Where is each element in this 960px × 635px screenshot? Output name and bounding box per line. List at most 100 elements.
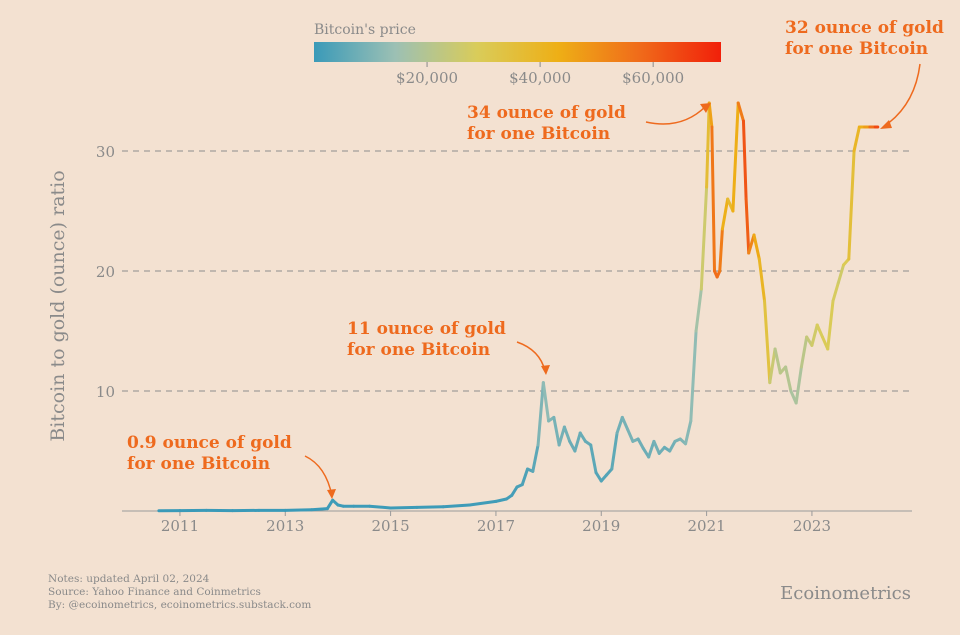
line-segment — [389, 505, 419, 510]
arrow-head-icon — [700, 103, 711, 113]
line-segment — [541, 381, 551, 423]
line-segment — [415, 505, 445, 509]
annotation-arrow — [645, 105, 707, 125]
note-source: Source: Yahoo Finance and Coinmetrics — [48, 586, 261, 598]
line-segment — [368, 504, 393, 510]
line-segment — [752, 233, 761, 261]
x-tick-label: 2013 — [266, 517, 304, 535]
arrow-head-icon — [880, 120, 892, 129]
y-tick-label: 30 — [96, 143, 115, 161]
line-segment — [578, 431, 587, 443]
line-segment — [731, 101, 740, 213]
annotation-text: for one Bitcoin — [127, 454, 270, 474]
note-updated: Notes: updated April 02, 2024 — [48, 573, 210, 585]
y-axis-label: Bitcoin to gold (ounce) ratio — [47, 170, 69, 441]
line-segment — [836, 263, 846, 285]
line-segment — [763, 299, 772, 385]
line-segment — [815, 323, 824, 339]
line-segment — [647, 439, 656, 459]
line-segment — [510, 485, 519, 497]
x-tick-label: 2021 — [688, 517, 726, 535]
line-segment — [831, 281, 840, 303]
line-segment — [494, 497, 508, 503]
line-segment — [283, 508, 314, 512]
line-segment — [536, 381, 545, 447]
note-author: By: @ecoinometrics, ecoinometrics.substa… — [48, 599, 311, 611]
annotation-text: 0.9 ounce of gold — [127, 433, 292, 453]
annotation-text: 32 ounce of gold — [785, 18, 944, 38]
y-axis-ticks: 10 20 30 — [96, 143, 115, 401]
brand-label: Ecoinometrics — [780, 583, 911, 604]
y-tick-label: 10 — [96, 383, 115, 401]
line-segment — [310, 507, 329, 512]
line-segment — [610, 431, 619, 471]
line-segment — [744, 197, 751, 255]
line-segment — [668, 439, 677, 453]
line-segment — [552, 415, 561, 447]
line-segment — [847, 149, 856, 261]
line-segment — [699, 185, 709, 291]
x-tick-label: 2011 — [161, 517, 199, 535]
annotation-text: 11 ounce of gold — [347, 319, 506, 339]
line-segment — [557, 425, 566, 447]
line-segment — [594, 471, 603, 483]
x-tick-label: 2017 — [477, 517, 515, 535]
line-segment — [520, 467, 530, 487]
line-segment — [325, 498, 335, 511]
x-tick-label: 2019 — [582, 517, 620, 535]
annotation-3: 34 ounce of gold for one Bitcoin — [467, 103, 711, 144]
line-segment — [710, 125, 716, 273]
line-segment — [573, 431, 582, 453]
line-segment — [615, 415, 624, 435]
line-segment — [620, 415, 630, 431]
line-segment — [694, 287, 703, 333]
line-segment — [441, 503, 472, 509]
line-segment — [718, 227, 724, 273]
line-segment — [741, 119, 748, 201]
colorbar-tick-label: $40,000 — [509, 69, 571, 87]
line-segment — [531, 443, 540, 473]
annotation-text: for one Bitcoin — [467, 124, 610, 144]
annotation-text: 34 ounce of gold — [467, 103, 626, 123]
line-segment — [705, 101, 711, 189]
line-segment — [784, 365, 793, 393]
colorbar-title: Bitcoin's price — [314, 22, 416, 38]
line-segment — [826, 299, 835, 351]
arrow-head-icon — [327, 489, 336, 499]
colorbar — [314, 42, 721, 62]
line-segment — [810, 323, 819, 347]
line-segment — [757, 257, 767, 303]
line-segment — [652, 439, 661, 455]
annotation-arrow — [516, 341, 546, 372]
series-line — [157, 101, 880, 513]
annotation-text: for one Bitcoin — [785, 39, 928, 59]
line-segment — [794, 365, 803, 405]
line-segment — [589, 443, 598, 475]
line-segment — [773, 347, 782, 375]
line-segment — [747, 233, 756, 255]
colorbar-ticks: $20,000 $40,000 $60,000 — [396, 62, 684, 87]
x-tick-label: 2015 — [372, 517, 410, 535]
arrow-head-icon — [541, 365, 550, 375]
line-segment — [684, 419, 693, 446]
annotation-arrow — [885, 63, 921, 126]
line-segment — [736, 101, 745, 123]
gridlines — [122, 150, 912, 392]
line-segment — [626, 427, 635, 443]
annotation-text: for one Bitcoin — [347, 340, 490, 360]
x-tick-label: 2023 — [793, 517, 831, 535]
colorbar-tick-label: $20,000 — [396, 69, 458, 87]
line-segment — [799, 335, 809, 369]
annotation-4: 32 ounce of gold for one Bitcoin — [785, 18, 944, 129]
y-tick-label: 20 — [96, 263, 115, 281]
annotation-1: 0.9 ounce of gold for one Bitcoin — [127, 433, 336, 499]
line-segment — [562, 425, 572, 443]
annotation-2: 11 ounce of gold for one Bitcoin — [347, 319, 550, 375]
line-segment — [768, 347, 777, 385]
colorbar-tick-label: $60,000 — [622, 69, 684, 87]
line-segment — [636, 437, 645, 451]
line-segment — [720, 197, 730, 231]
line-segment — [689, 329, 698, 423]
line-segment — [468, 499, 498, 507]
